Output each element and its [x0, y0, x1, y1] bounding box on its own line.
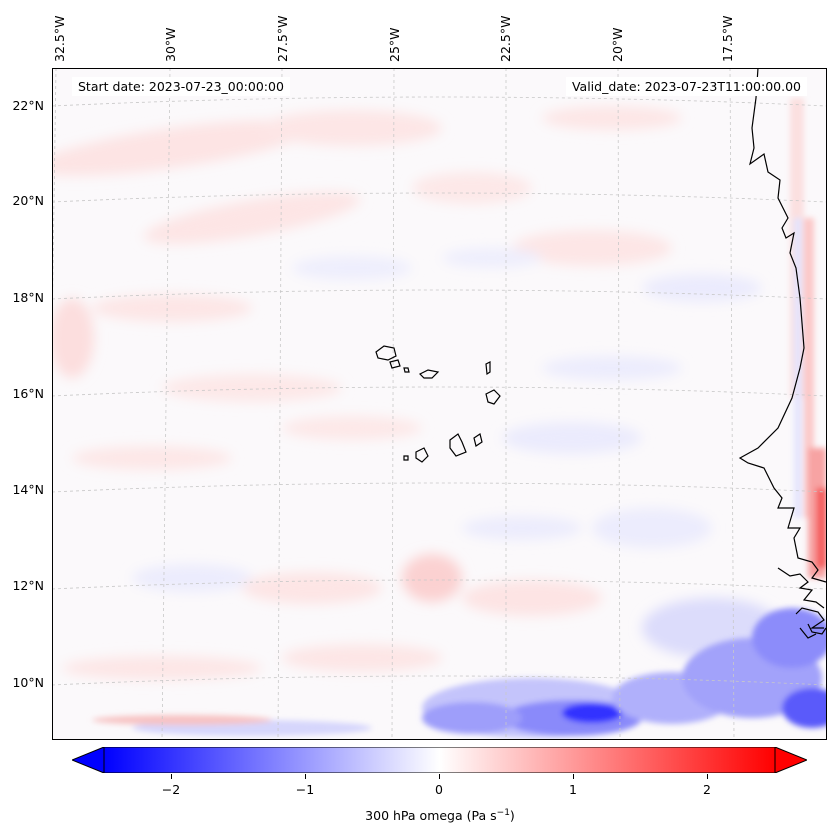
colorbar-variable: 300 hPa omega [365, 808, 463, 824]
colorbar-extend-min [72, 747, 105, 773]
colorbar-tick-label: 2 [703, 782, 711, 797]
omega-shading [52, 106, 782, 680]
colorbar-tick-label: −1 [295, 782, 315, 797]
island-sal [485, 361, 491, 376]
coastal-dipole [790, 98, 827, 578]
island-santo-antao [375, 345, 397, 361]
colorbar [72, 747, 807, 773]
lon-label-27-5w: 27.5°W [275, 15, 290, 62]
colorbar-tick [707, 774, 708, 779]
coastline [375, 68, 827, 639]
africa-coastline [738, 68, 827, 583]
island-boa-vista [485, 389, 501, 405]
colorbar-extend-max [774, 747, 807, 773]
valid-date-label: Valid_date: 2023-07-23T11:00:00.00 [565, 77, 807, 96]
colorbar-tick [573, 774, 574, 779]
start-date-label: Start date: 2023-07-23_00:00:00 [72, 77, 290, 96]
lon-label-20w: 20°W [610, 27, 625, 62]
lat-label-22n: 22°N [12, 98, 44, 113]
island-sao-nicolau [418, 369, 440, 379]
map-panel [52, 68, 827, 740]
colorbar-gradient [103, 747, 776, 773]
lat-label-14n: 14°N [12, 482, 44, 497]
colorbar-units-exponent: −1 [496, 808, 510, 818]
lat-label-10n: 10°N [12, 675, 44, 690]
colorbar-tick [439, 774, 440, 779]
colorbar-tick [171, 774, 172, 779]
colorbar-title: 300 hPa omega (Pa s−1) [365, 808, 515, 824]
lat-label-18n: 18°N [12, 290, 44, 305]
colorbar-tick-label: 1 [569, 782, 577, 797]
omega-field [52, 68, 827, 740]
colorbar-tick-label: 0 [435, 782, 443, 797]
island-fogo [415, 447, 429, 463]
lon-label-32-5w: 32.5°W [52, 15, 67, 62]
lon-label-22-5w: 22.5°W [498, 15, 513, 62]
lat-label-20n: 20°N [12, 193, 44, 208]
colorbar-tick-label: −2 [161, 782, 181, 797]
island-santiago [449, 433, 467, 457]
convection-band [92, 608, 827, 738]
island-sao-vicente [389, 359, 401, 369]
lat-label-12n: 12°N [12, 578, 44, 593]
lon-label-30w: 30°W [163, 27, 178, 62]
colorbar-units: Pa s [471, 808, 497, 824]
lat-label-16n: 16°N [12, 386, 44, 401]
gridlines [52, 68, 827, 740]
lon-label-17-5w: 17.5°W [720, 15, 735, 62]
lon-label-25w: 25°W [387, 27, 402, 62]
island-maio [473, 433, 483, 447]
colorbar-tick [305, 774, 306, 779]
island-brava [403, 455, 409, 461]
island-santa-luzia [403, 367, 410, 373]
